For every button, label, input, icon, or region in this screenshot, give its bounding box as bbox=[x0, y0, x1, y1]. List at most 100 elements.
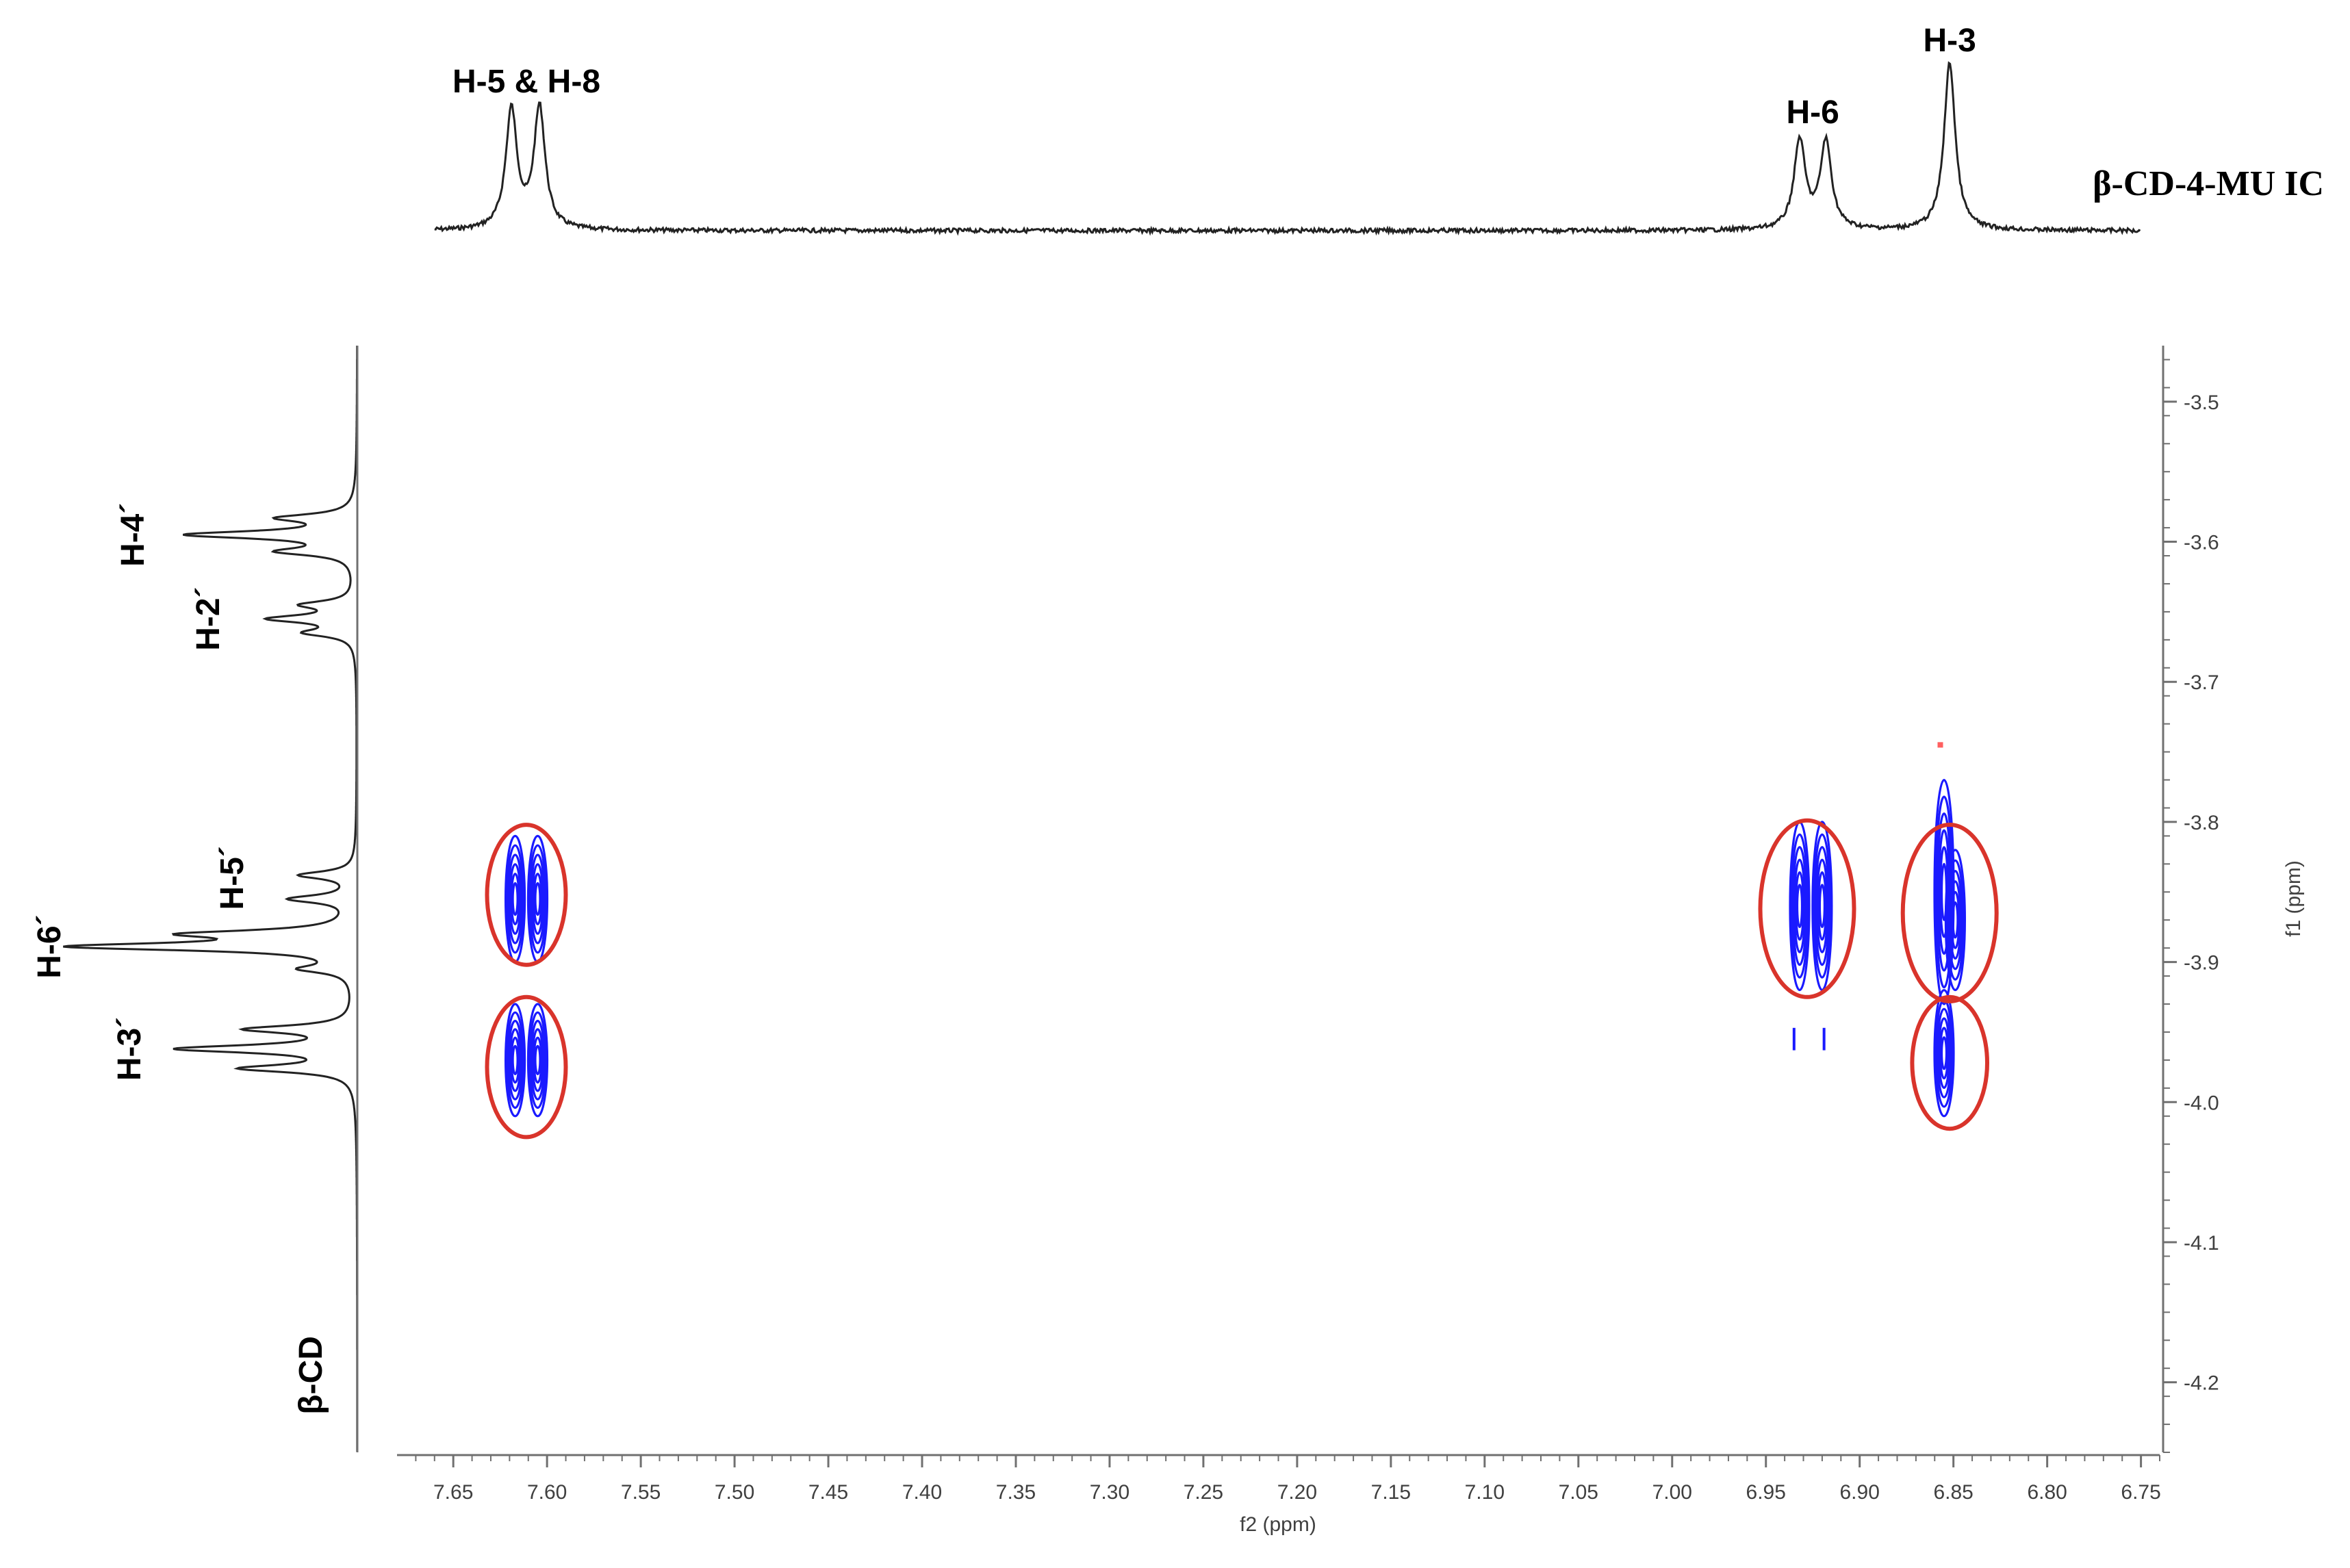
contour-level bbox=[531, 863, 544, 935]
left-peak-label: H-5´ bbox=[214, 846, 251, 910]
contour-level bbox=[510, 1036, 520, 1084]
top-peak-label: H-5 & H-8 bbox=[452, 64, 600, 100]
top-spectrum-trace bbox=[434, 61, 2141, 236]
cross-peak-5 bbox=[1789, 821, 1811, 992]
highlight-circle-1 bbox=[485, 823, 568, 967]
contour-level bbox=[1949, 880, 1962, 960]
x-tick-label: 6.80 bbox=[2027, 1481, 2067, 1504]
cross-peak-1 bbox=[504, 834, 526, 964]
y-tick-label: -3.8 bbox=[2184, 812, 2219, 834]
contour-level bbox=[1950, 890, 1961, 949]
x-tick-label: 7.65 bbox=[433, 1481, 473, 1504]
contour-level bbox=[507, 1019, 523, 1101]
contour-level bbox=[1790, 833, 1809, 979]
left-peak-label: H-4´ bbox=[115, 503, 151, 567]
x-axis-label: f2 (ppm) bbox=[1240, 1513, 1316, 1536]
contour-level bbox=[509, 1028, 522, 1092]
contour-level bbox=[1815, 858, 1829, 953]
contour-level bbox=[1814, 846, 1830, 966]
top-peak-label: H-6 bbox=[1787, 94, 1839, 131]
peak-labels: H-5 & H-8 H-6 H-3 β-CD-4-MU IC H-4´ H-2´ H-5´ H… bbox=[31, 23, 2324, 1415]
y-axis-label: f1 (ppm) bbox=[2282, 860, 2305, 937]
contour-level bbox=[528, 1011, 547, 1109]
highlight-circle-5 bbox=[1910, 994, 1989, 1131]
x-tick-label: 7.15 bbox=[1371, 1481, 1411, 1504]
contour-level bbox=[1945, 859, 1965, 981]
highlight-circle-4 bbox=[1900, 823, 1999, 1003]
cross-peak-8 bbox=[1944, 849, 1966, 992]
left-peak-label: H-6´ bbox=[31, 914, 68, 978]
x-tick-label: 6.90 bbox=[1840, 1481, 1880, 1504]
y-tick-label: -4.2 bbox=[2184, 1372, 2219, 1395]
contour-level bbox=[509, 863, 522, 935]
contour-level bbox=[506, 1011, 525, 1109]
contour-level bbox=[1952, 901, 1959, 939]
highlight-circles bbox=[485, 818, 1999, 1140]
x-axis: 7.65 7.60 7.55 7.50 7.45 7.40 7.35 7.30 7.25 7.20… bbox=[397, 1454, 2161, 1536]
cross-peak-6 bbox=[1811, 821, 1833, 992]
contour-level bbox=[1793, 858, 1806, 953]
x-tick-label: 6.95 bbox=[1746, 1481, 1786, 1504]
x-tick-label: 7.60 bbox=[527, 1481, 567, 1504]
contour-region bbox=[504, 742, 1966, 1118]
contour-level bbox=[530, 1019, 546, 1101]
contour-level bbox=[504, 1003, 526, 1118]
x-tick-label: 7.10 bbox=[1465, 1481, 1505, 1504]
y-axis: -3.5 -3.6 -3.7 -3.8 -3.9 -4.0 -4.1 -4.2 f1 (ppm) bbox=[2162, 346, 2305, 1453]
cross-peak-2 bbox=[526, 834, 549, 964]
cross-peak-9 bbox=[1933, 988, 1955, 1118]
contour-level bbox=[530, 853, 546, 944]
contour-level bbox=[1947, 869, 1963, 971]
noise-point bbox=[1937, 742, 1943, 748]
contour-level bbox=[526, 1003, 549, 1118]
x-tick-label: 7.45 bbox=[808, 1481, 848, 1504]
x-tick-label: 6.75 bbox=[2121, 1481, 2160, 1504]
left-spectrum-trace bbox=[63, 346, 359, 1452]
x-tick-label: 7.05 bbox=[1559, 1481, 1598, 1504]
contour-level bbox=[1796, 884, 1804, 929]
y-tick-label: -3.9 bbox=[2184, 952, 2219, 975]
y-tick-label: -4.0 bbox=[2184, 1092, 2219, 1114]
contour-level bbox=[531, 1028, 544, 1092]
left-peak-label: H-3´ bbox=[112, 1017, 148, 1081]
y-tick-label: -3.6 bbox=[2184, 532, 2219, 554]
x-tick-label: 7.00 bbox=[1652, 1481, 1692, 1504]
top-1d-spectrum bbox=[434, 61, 2141, 236]
y-tick-label: -3.7 bbox=[2184, 671, 2219, 694]
left-peak-label: β-CD bbox=[293, 1336, 329, 1415]
contour-level bbox=[533, 873, 543, 925]
contour-level bbox=[1940, 1036, 1948, 1070]
contour-level bbox=[534, 882, 541, 916]
contour-level bbox=[506, 844, 525, 954]
cross-peak-4 bbox=[526, 1003, 549, 1118]
x-tick-label: 7.30 bbox=[1090, 1481, 1129, 1504]
x-tick-label: 7.25 bbox=[1184, 1481, 1223, 1504]
highlight-circle-3 bbox=[1758, 818, 1856, 999]
contour-level bbox=[1944, 849, 1966, 992]
x-tick-label: 7.40 bbox=[902, 1481, 942, 1504]
x-tick-label: 7.50 bbox=[715, 1481, 754, 1504]
highlight-circle-2 bbox=[485, 994, 568, 1140]
contour-level bbox=[1791, 846, 1808, 966]
x-tick-label: 7.55 bbox=[621, 1481, 661, 1504]
contour-level bbox=[1933, 988, 1955, 1118]
y-tick-label: -3.5 bbox=[2184, 391, 2219, 414]
contour-level bbox=[533, 1036, 543, 1084]
y-tick-label: -4.1 bbox=[2184, 1232, 2219, 1255]
contour-level bbox=[1794, 871, 1805, 941]
contour-level bbox=[1818, 884, 1826, 929]
contour-level bbox=[1817, 871, 1828, 941]
x-tick-label: 7.20 bbox=[1277, 1481, 1317, 1504]
contour-level bbox=[1937, 1017, 1951, 1090]
top-spectrum-name: β-CD-4-MU IC bbox=[2093, 164, 2324, 203]
x-tick-label: 7.35 bbox=[996, 1481, 1036, 1504]
contour-level bbox=[534, 1044, 541, 1076]
contour-level bbox=[1813, 833, 1832, 979]
contour-level bbox=[507, 853, 523, 944]
left-1d-spectrum bbox=[63, 346, 359, 1452]
contour-level bbox=[1936, 1007, 1952, 1098]
contour-level bbox=[1939, 1027, 1950, 1080]
contour-level bbox=[511, 1044, 519, 1076]
top-peak-label: H-3 bbox=[1924, 23, 1976, 59]
